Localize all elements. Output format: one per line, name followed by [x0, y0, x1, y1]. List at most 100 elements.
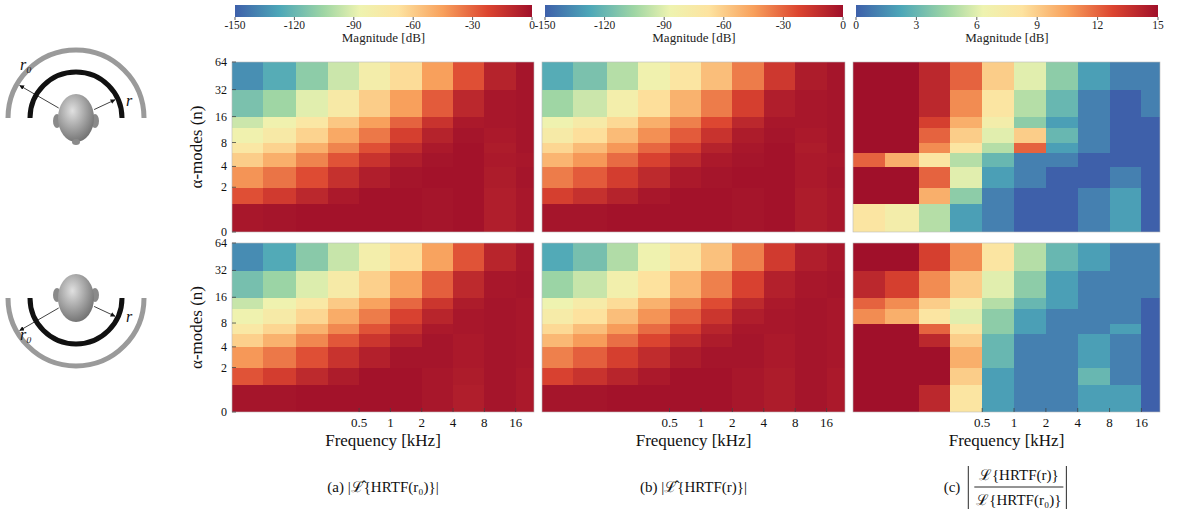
- y-tick-label: 2: [221, 361, 227, 375]
- heatmap-cell: [950, 297, 982, 308]
- heatmap-cell: [263, 128, 297, 144]
- heatmap-cell: [484, 323, 516, 334]
- heatmap-cell: [390, 143, 422, 154]
- colorbar-tick-label: -30: [465, 19, 481, 31]
- heatmap-cell: [919, 153, 951, 167]
- heatmap-cell: [516, 62, 534, 90]
- heatmap-cell: [263, 270, 297, 297]
- heatmap-cell: [827, 308, 845, 323]
- heatmap-cell: [764, 62, 796, 90]
- x-tick: [1109, 408, 1110, 412]
- heatmap-cell: [1014, 333, 1046, 347]
- heatmap-cell: [919, 243, 951, 271]
- heatmap-cell: [359, 384, 391, 412]
- heatmap-cell: [885, 204, 919, 232]
- heatmap-cell: [853, 347, 885, 368]
- heatmap-cell: [982, 153, 1014, 167]
- heatmap-cell: [453, 153, 485, 167]
- heatmap-cell: [764, 297, 796, 308]
- heatmap-cell: [732, 323, 764, 334]
- x-tick-label: 0.5: [661, 415, 677, 430]
- heatmap-cell: [1110, 187, 1142, 204]
- heatmap-cell: [328, 368, 360, 385]
- heatmap-cell: [516, 90, 534, 118]
- x-tick-label: 1: [698, 415, 705, 430]
- heatmap-cell: [1078, 143, 1110, 154]
- heatmap-cell: [328, 128, 360, 144]
- heatmap-cell: [516, 204, 534, 232]
- heatmap-cell: [607, 62, 639, 90]
- heatmap-cell: [607, 128, 639, 144]
- heatmap-cell: [390, 308, 422, 323]
- heatmap-cell: [885, 187, 919, 204]
- heatmap-cell: [484, 297, 516, 308]
- heatmap-cell: [1141, 143, 1160, 154]
- heatmap-cell: [542, 347, 574, 368]
- heatmap-cell: [670, 204, 702, 232]
- heatmap-cell: [1110, 308, 1142, 323]
- heatmap-cell: [950, 333, 982, 347]
- heatmap-cell: [1014, 117, 1046, 129]
- heatmap-cell: [359, 333, 391, 347]
- heatmap-cell: [638, 166, 670, 187]
- colorbar-tick-label: -150: [224, 19, 245, 31]
- heatmap-cell: [919, 368, 951, 385]
- heatmap-cell: [607, 323, 639, 334]
- heatmap-cell: [359, 128, 391, 144]
- heatmap-cell: [853, 323, 885, 334]
- heatmap-cell: [607, 308, 639, 323]
- y-tick: [232, 270, 236, 271]
- heatmap-cell: [484, 270, 516, 297]
- heatmap-cell: [982, 187, 1014, 204]
- y-axis-title: α-modes (n): [187, 286, 206, 369]
- x-tick-label: 2: [418, 415, 425, 430]
- heatmap-cell: [1110, 270, 1142, 297]
- heatmap-cell: [853, 243, 885, 271]
- heatmap-cell: [516, 143, 534, 154]
- heatmap-cell: [1014, 323, 1046, 334]
- heatmap-cell: [1078, 368, 1110, 385]
- heatmap-cell: [885, 153, 919, 167]
- heatmap-cell: [422, 308, 454, 323]
- heatmap-cell: [853, 128, 885, 144]
- heatmap-cell: [670, 333, 702, 347]
- heatmap-cell: [1110, 204, 1142, 232]
- heatmap-cell: [1078, 153, 1110, 167]
- heatmap-cell: [795, 153, 827, 167]
- heatmap-cell: [701, 204, 733, 232]
- heatmap-cell: [296, 347, 328, 368]
- heatmap-cell: [670, 347, 702, 368]
- heatmap-cell: [670, 308, 702, 323]
- heatmap-cell: [701, 153, 733, 167]
- x-tick-label: 0.5: [974, 415, 990, 430]
- y-tick-label: 16: [215, 110, 227, 124]
- heatmap-cell: [607, 270, 639, 297]
- heatmap-cell: [263, 62, 297, 90]
- heatmap-cell: [516, 384, 534, 412]
- heatmap-cell: [484, 90, 516, 118]
- y-axis-title: α-modes (n): [187, 105, 206, 188]
- heatmap-cell: [453, 368, 485, 385]
- heatmap-cell: [919, 128, 951, 144]
- heatmap-cell: [1078, 323, 1110, 334]
- heatmap-cell: [919, 297, 951, 308]
- heatmap-cell: [853, 187, 885, 204]
- heatmap: [853, 243, 1160, 412]
- heatmap-cell: [795, 323, 827, 334]
- colorbar-label: Magnitude [dB]: [342, 30, 425, 45]
- x-tick-label: 2: [1043, 415, 1050, 430]
- heatmap-cell: [232, 368, 264, 385]
- heatmap-cell: [542, 143, 574, 154]
- heatmap-cell: [885, 117, 919, 129]
- heatmap-cell: [1078, 333, 1110, 347]
- heatmap-cell: [390, 270, 422, 297]
- heatmap-cell: [795, 347, 827, 368]
- heatmap-cell: [853, 333, 885, 347]
- heatmap-cell: [827, 323, 845, 334]
- heatmap-cell: [484, 243, 516, 271]
- heatmap-cell: [542, 308, 574, 323]
- heatmap-cell: [359, 347, 391, 368]
- heatmap-cell: [982, 323, 1014, 334]
- heatmap-cell: [359, 297, 391, 308]
- y-tick-label: 4: [221, 159, 227, 173]
